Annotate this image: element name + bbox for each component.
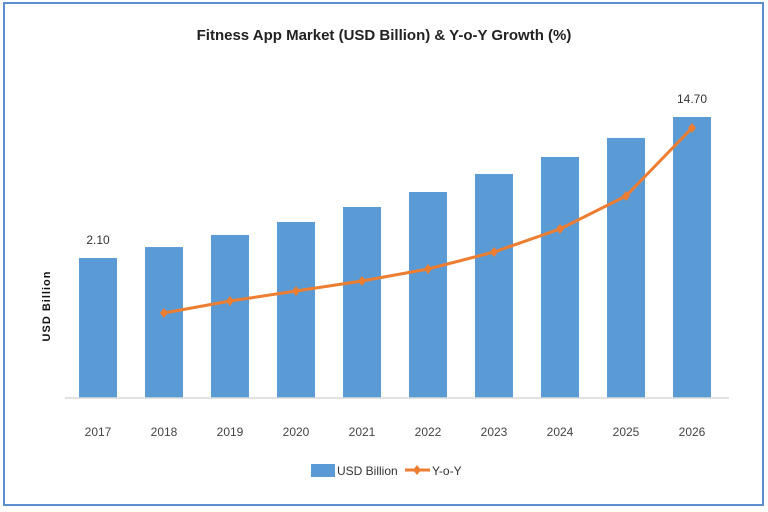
data-label-2017: 2.10	[86, 233, 110, 247]
bar-2025	[607, 137, 645, 398]
legend: USD Billion Y-o-Y	[311, 464, 462, 478]
bar-2018	[145, 247, 183, 398]
legend-swatch-usd-billion	[311, 464, 335, 477]
x-tick-2026: 2026	[679, 425, 706, 439]
x-tick-2017: 2017	[85, 425, 112, 439]
yoy-point-2019	[226, 296, 234, 306]
x-tick-2025: 2025	[613, 425, 640, 439]
chart-title: Fitness App Market (USD Billion) & Y-o-Y…	[197, 27, 572, 44]
yoy-point-2020	[292, 286, 300, 296]
legend-marker-yoy	[413, 465, 421, 475]
yoy-point-2022	[424, 264, 432, 274]
legend-label-usd-billion: USD Billion	[337, 464, 398, 478]
yoy-point-2025	[622, 191, 630, 201]
yoy-point-2026	[688, 123, 696, 133]
x-tick-2024: 2024	[547, 425, 574, 439]
x-tick-2022: 2022	[415, 425, 442, 439]
x-tick-2019: 2019	[217, 425, 244, 439]
data-label-2026: 14.70	[677, 92, 707, 106]
x-tick-2018: 2018	[151, 425, 178, 439]
yoy-point-2023	[490, 247, 498, 257]
yoy-point-2018	[160, 308, 168, 318]
legend-label-yoy: Y-o-Y	[432, 464, 462, 478]
x-tick-2023: 2023	[481, 425, 508, 439]
bar-2019	[211, 234, 249, 398]
bar-2022	[409, 191, 447, 398]
bar-2026	[673, 117, 711, 398]
chart-frame	[3, 2, 764, 506]
bar-2020	[277, 221, 315, 398]
x-tick-2021: 2021	[349, 425, 376, 439]
bar-2023	[475, 173, 513, 398]
bar-2017	[79, 258, 117, 398]
yoy-point-2024	[556, 224, 564, 234]
y-axis-label: USD Billion	[41, 271, 53, 342]
yoy-point-2021	[358, 276, 366, 286]
bar-2024	[541, 156, 579, 398]
bar-2021	[343, 206, 381, 398]
x-tick-2020: 2020	[283, 425, 310, 439]
